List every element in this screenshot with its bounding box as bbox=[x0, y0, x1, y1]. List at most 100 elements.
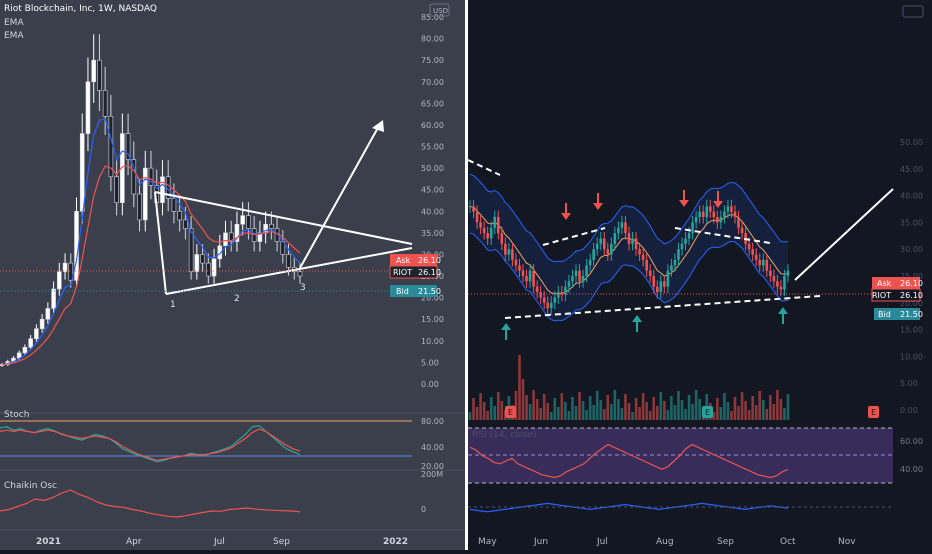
candle-body bbox=[200, 254, 205, 264]
wave-label-2: 2 bbox=[234, 294, 240, 304]
candle-body bbox=[223, 232, 228, 247]
volume-bar bbox=[581, 401, 585, 420]
right-candle-body bbox=[574, 270, 578, 276]
volume-bar bbox=[493, 406, 497, 420]
right-candle-body bbox=[641, 254, 645, 260]
currency-badge[interactable] bbox=[429, 3, 450, 17]
right-candle-body bbox=[532, 270, 535, 287]
right-bid-tag bbox=[874, 308, 920, 320]
volume-bar bbox=[765, 409, 769, 420]
right-candle-body bbox=[779, 286, 783, 290]
volume-bar bbox=[489, 397, 493, 420]
right-candle-body bbox=[585, 265, 588, 276]
right-price-axis: 50.00 45.00 40.00 35.00 30.00 25.00 20.00 15.00… bbox=[900, 138, 923, 415]
right-bid-value: 21.50 bbox=[900, 310, 923, 319]
right-candle-body bbox=[751, 249, 754, 255]
candle-body bbox=[22, 346, 28, 354]
pane-separator bbox=[465, 0, 468, 550]
left-y-tick: 50.00 bbox=[421, 164, 444, 173]
volume-bar bbox=[514, 391, 518, 420]
right-candle-body bbox=[772, 276, 776, 282]
candle-body bbox=[211, 258, 217, 277]
earnings-marker-3[interactable] bbox=[868, 406, 879, 418]
candle-body bbox=[160, 176, 165, 203]
earnings-marker-2-label: E bbox=[705, 408, 710, 417]
right-candle-body bbox=[747, 243, 751, 250]
volume-bar bbox=[680, 400, 684, 420]
right-candle-body bbox=[472, 206, 475, 212]
right-candle-body bbox=[638, 249, 641, 255]
left-chart-pane: 85.00 80.00 75.00 70.00 65.00 60.00 55.00 50.00… bbox=[0, 0, 465, 550]
triangle-left-edge bbox=[154, 191, 167, 295]
right-candle-body bbox=[620, 222, 624, 228]
volume-bar bbox=[638, 407, 641, 420]
right-candle-body bbox=[613, 233, 617, 244]
right-candle-body bbox=[486, 233, 489, 239]
earnings-marker-1[interactable] bbox=[505, 406, 516, 418]
chaikin-tick-0: 0 bbox=[421, 505, 426, 514]
candle-body bbox=[39, 318, 45, 330]
rsi-label: RSI (14, close) bbox=[472, 430, 537, 440]
left-y-tick: 35.00 bbox=[421, 229, 444, 238]
volume-bar bbox=[677, 391, 680, 420]
window-control[interactable] bbox=[902, 5, 924, 18]
right-candle-body bbox=[677, 249, 680, 260]
right-candle-body bbox=[691, 222, 694, 234]
right-ticker-label: RIOT bbox=[872, 291, 891, 300]
candle-body bbox=[246, 215, 251, 229]
right-candle-body bbox=[648, 270, 652, 276]
right-candle-body bbox=[564, 286, 567, 295]
candle-body bbox=[251, 228, 257, 242]
right-candle-body bbox=[549, 302, 553, 309]
top-trendline-3 bbox=[674, 227, 771, 244]
right-candle-body bbox=[680, 243, 684, 250]
earnings-marker-1-label: E bbox=[508, 408, 513, 417]
candle-body bbox=[125, 133, 131, 160]
volume-bar bbox=[475, 407, 479, 420]
candle-body bbox=[79, 133, 85, 212]
volume-bar bbox=[652, 397, 656, 420]
right-candle-body bbox=[687, 233, 691, 239]
top-trendline-1 bbox=[467, 159, 501, 176]
left-y-tick: 15.00 bbox=[421, 315, 444, 324]
left-y-tick: 80.00 bbox=[421, 35, 444, 44]
right-candle-body bbox=[595, 243, 599, 250]
down-arrowhead bbox=[561, 213, 571, 220]
right-candle-body bbox=[698, 211, 701, 218]
earnings-marker-2[interactable] bbox=[702, 406, 713, 418]
volume-bar bbox=[521, 379, 525, 420]
earnings-marker-3-label: E bbox=[871, 408, 876, 417]
right-candle-body bbox=[776, 281, 779, 287]
volume-bar bbox=[783, 408, 786, 420]
triangle-upper-trendline bbox=[154, 191, 413, 245]
right-candle-body bbox=[670, 265, 673, 271]
volume-bar bbox=[571, 397, 574, 420]
right-x-tick: May bbox=[478, 537, 497, 547]
volume-bar bbox=[627, 403, 631, 420]
right-candle-body bbox=[571, 276, 574, 282]
candle-body bbox=[85, 81, 91, 134]
volume-bar bbox=[620, 408, 624, 420]
right-candle-body bbox=[673, 259, 677, 266]
volume-bar bbox=[663, 401, 666, 420]
volume-bar bbox=[595, 391, 599, 420]
down-arrowhead bbox=[713, 201, 723, 208]
candle-body bbox=[297, 271, 303, 277]
right-candle-body bbox=[610, 243, 613, 255]
chaikin-tick-200m: 200M bbox=[421, 470, 443, 479]
bid-tag bbox=[390, 285, 437, 297]
right-candle-body bbox=[694, 217, 698, 223]
left-y-tick: 65.00 bbox=[421, 99, 444, 108]
stoch-k-line bbox=[0, 424, 301, 463]
right-candle-body bbox=[663, 281, 666, 287]
volume-bar bbox=[761, 400, 765, 420]
right-candle-body bbox=[553, 297, 557, 303]
up-arrowhead bbox=[632, 315, 642, 322]
right-candle-body bbox=[479, 222, 482, 228]
volume-bar bbox=[726, 402, 730, 420]
ask-value: 26.10 bbox=[418, 256, 441, 265]
candle-body bbox=[51, 288, 56, 309]
volume-bar bbox=[578, 392, 581, 420]
